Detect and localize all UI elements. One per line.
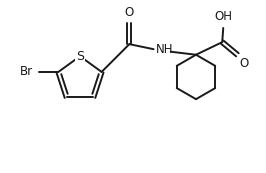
Text: S: S [76,50,84,63]
Text: NH: NH [156,43,173,56]
Text: O: O [239,57,249,70]
Text: OH: OH [214,10,232,24]
Text: Br: Br [20,65,33,78]
Text: O: O [125,6,134,19]
